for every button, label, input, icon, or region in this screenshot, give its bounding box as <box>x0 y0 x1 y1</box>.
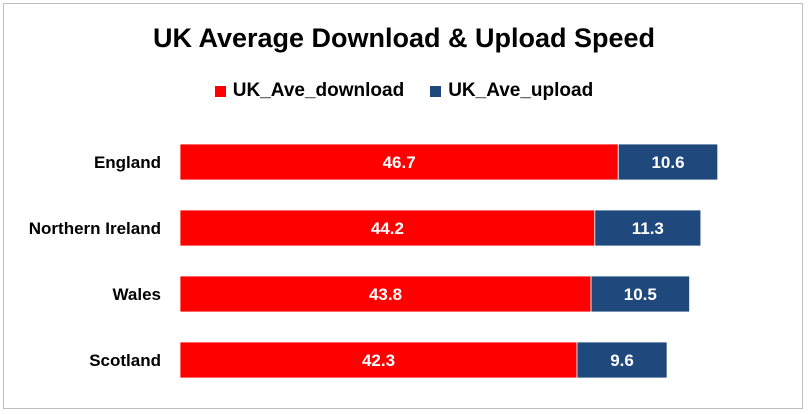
data-label-upload-wales: 10.5 <box>624 285 657 304</box>
plot-area: England 46.7 10.6 Northern Ireland 44.2 11.3 W… <box>29 143 719 379</box>
bar-upload-scotland <box>576 341 668 379</box>
data-label-download-wales: 43.8 <box>369 285 402 304</box>
category-label-northern-ireland: Northern Ireland <box>29 219 161 238</box>
category-label-scotland: Scotland <box>89 351 161 370</box>
chart-frame: UK Average Download & Upload Speed UK_Av… <box>3 3 803 409</box>
bar-upload-northern-ireland <box>594 209 702 247</box>
category-label-england: England <box>94 153 161 172</box>
legend-item-upload: UK_Ave_upload <box>430 80 593 102</box>
legend-swatch-download <box>214 85 226 97</box>
legend-label-download: UK_Ave_download <box>232 80 405 101</box>
legend-item-download: UK_Ave_download <box>214 80 405 102</box>
bar-download-wales <box>179 275 592 313</box>
data-label-upload-scotland: 9.6 <box>610 351 634 370</box>
data-label-upload-northern-ireland: 11.3 <box>632 219 664 238</box>
data-label-download-england: 46.7 <box>383 153 416 172</box>
data-label-download-northern-ireland: 44.2 <box>371 219 404 238</box>
data-label-upload-england: 10.6 <box>651 153 684 172</box>
chart-title: UK Average Download & Upload Speed <box>152 23 656 53</box>
data-label-download-scotland: 42.3 <box>362 351 395 370</box>
bar-upload-england <box>617 143 719 181</box>
category-label-wales: Wales <box>112 285 161 304</box>
bar-download-england <box>179 143 619 181</box>
legend-swatch-upload <box>430 85 442 97</box>
bar-download-northern-ireland <box>179 209 596 247</box>
bar-upload-wales <box>590 275 690 313</box>
legend-label-upload: UK_Ave_upload <box>448 80 594 101</box>
legend: UK_Ave_download UK_Ave_upload <box>4 80 804 102</box>
